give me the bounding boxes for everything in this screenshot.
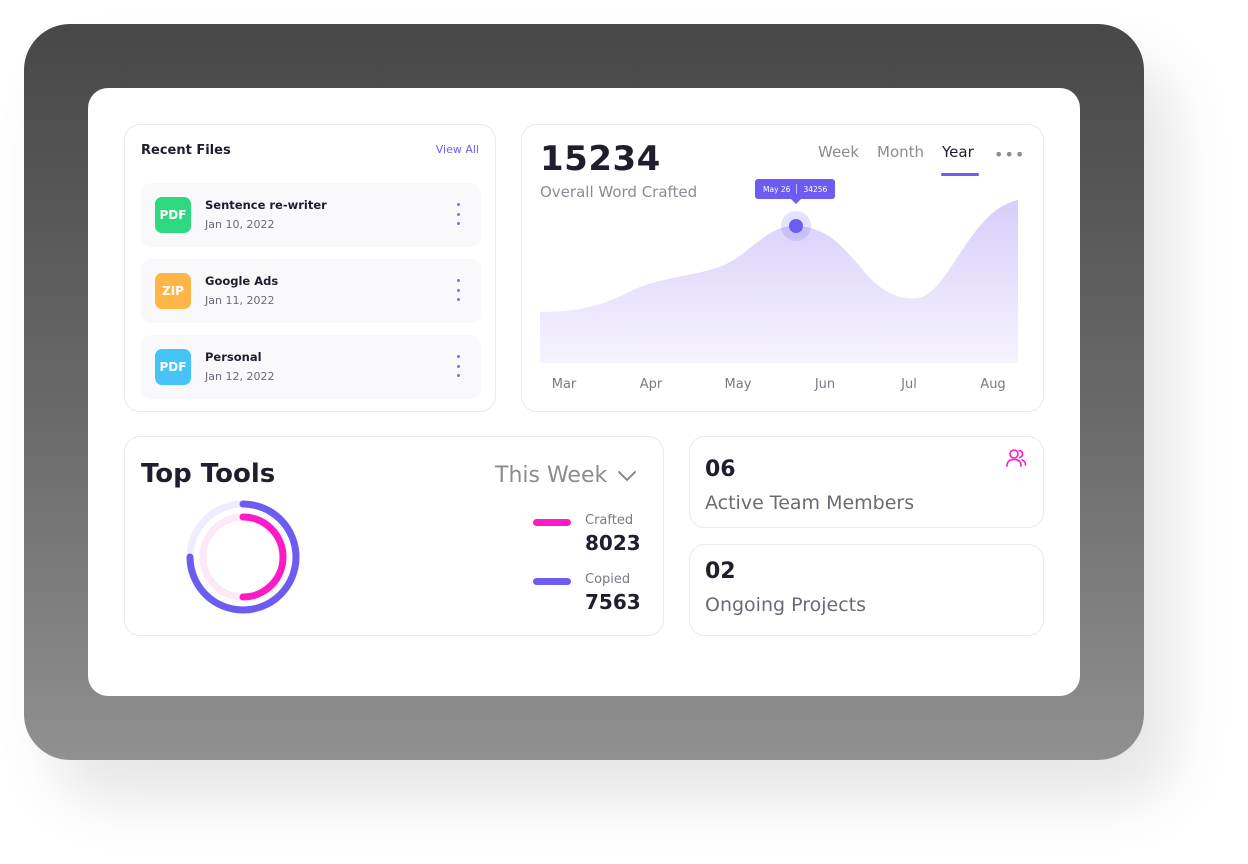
recent-files-card: Recent Files View All PDF Sentence re-wr… (124, 124, 496, 412)
file-name: Google Ads (205, 274, 279, 288)
tooltip-date: May 26 (763, 184, 791, 194)
x-tick-label: Jul (901, 377, 917, 392)
area-chart (540, 200, 1018, 363)
file-date: Jan 10, 2022 (205, 218, 275, 231)
period-dropdown[interactable]: This Week (495, 463, 637, 488)
projects-count: 02 (705, 559, 736, 584)
period-label: This Week (495, 463, 608, 488)
chart-highlight-point (789, 219, 803, 233)
active-team-card[interactable]: 06 Active Team Members (689, 436, 1044, 528)
file-row[interactable]: PDF Personal Jan 12, 2022 (141, 335, 481, 399)
total-words-label: Overall Word Crafted (540, 183, 698, 201)
copied-swatch (533, 578, 571, 585)
legend-value: 7563 (585, 590, 641, 614)
tooltip-value: 34256 (803, 184, 828, 194)
pdf-file-icon: PDF (155, 349, 191, 385)
x-tick-label: Jun (814, 377, 836, 392)
total-words-value: 15234 (540, 139, 661, 179)
file-name: Personal (205, 350, 262, 364)
tab-month[interactable]: Month (877, 143, 925, 161)
x-tick-label: Mar (551, 377, 577, 392)
ongoing-projects-card[interactable]: 02 Ongoing Projects (689, 544, 1044, 636)
chart-tooltip: May 26 34256 (755, 179, 836, 204)
more-dots-icon[interactable]: ••• (994, 145, 1026, 164)
top-tools-title: Top Tools (141, 459, 276, 489)
pdf-file-icon: PDF (155, 197, 191, 233)
projects-label: Ongoing Projects (705, 594, 867, 616)
x-tick-label: May (724, 377, 752, 392)
kebab-menu-icon[interactable] (455, 203, 461, 225)
kebab-menu-icon[interactable] (455, 355, 461, 377)
zip-file-icon: ZIP (155, 273, 191, 309)
chart-area (540, 200, 1018, 363)
donut-chart (186, 500, 300, 614)
top-tools-card: Top Tools This Week Crafted 8023 Copied … (124, 436, 664, 636)
file-name: Sentence re-writer (205, 198, 327, 212)
team-label: Active Team Members (705, 492, 915, 514)
kebab-menu-icon[interactable] (455, 279, 461, 301)
tab-year[interactable]: Year (942, 143, 974, 161)
file-row[interactable]: PDF Sentence re-writer Jan 10, 2022 (141, 183, 481, 247)
file-date: Jan 12, 2022 (205, 370, 275, 383)
active-tab-indicator (941, 173, 979, 176)
word-crafted-chart-card: 15234 Overall Word Crafted Week Month Ye… (521, 124, 1044, 412)
legend-label: Copied (585, 572, 631, 587)
crafted-swatch (533, 519, 571, 526)
recent-files-title: Recent Files (141, 143, 231, 158)
view-all-link[interactable]: View All (435, 143, 479, 156)
chevron-down-icon (618, 470, 637, 481)
crafted-arc (239, 513, 287, 601)
legend-label: Crafted (585, 513, 634, 528)
file-row[interactable]: ZIP Google Ads Jan 11, 2022 (141, 259, 481, 323)
copied-arc (186, 500, 300, 614)
x-tick-label: Aug (980, 377, 1006, 392)
file-date: Jan 11, 2022 (205, 294, 275, 307)
team-users-icon (1006, 449, 1027, 467)
tab-week[interactable]: Week (818, 143, 860, 161)
legend-value: 8023 (585, 531, 641, 555)
team-count: 06 (705, 457, 736, 482)
x-tick-label: Apr (639, 377, 663, 392)
